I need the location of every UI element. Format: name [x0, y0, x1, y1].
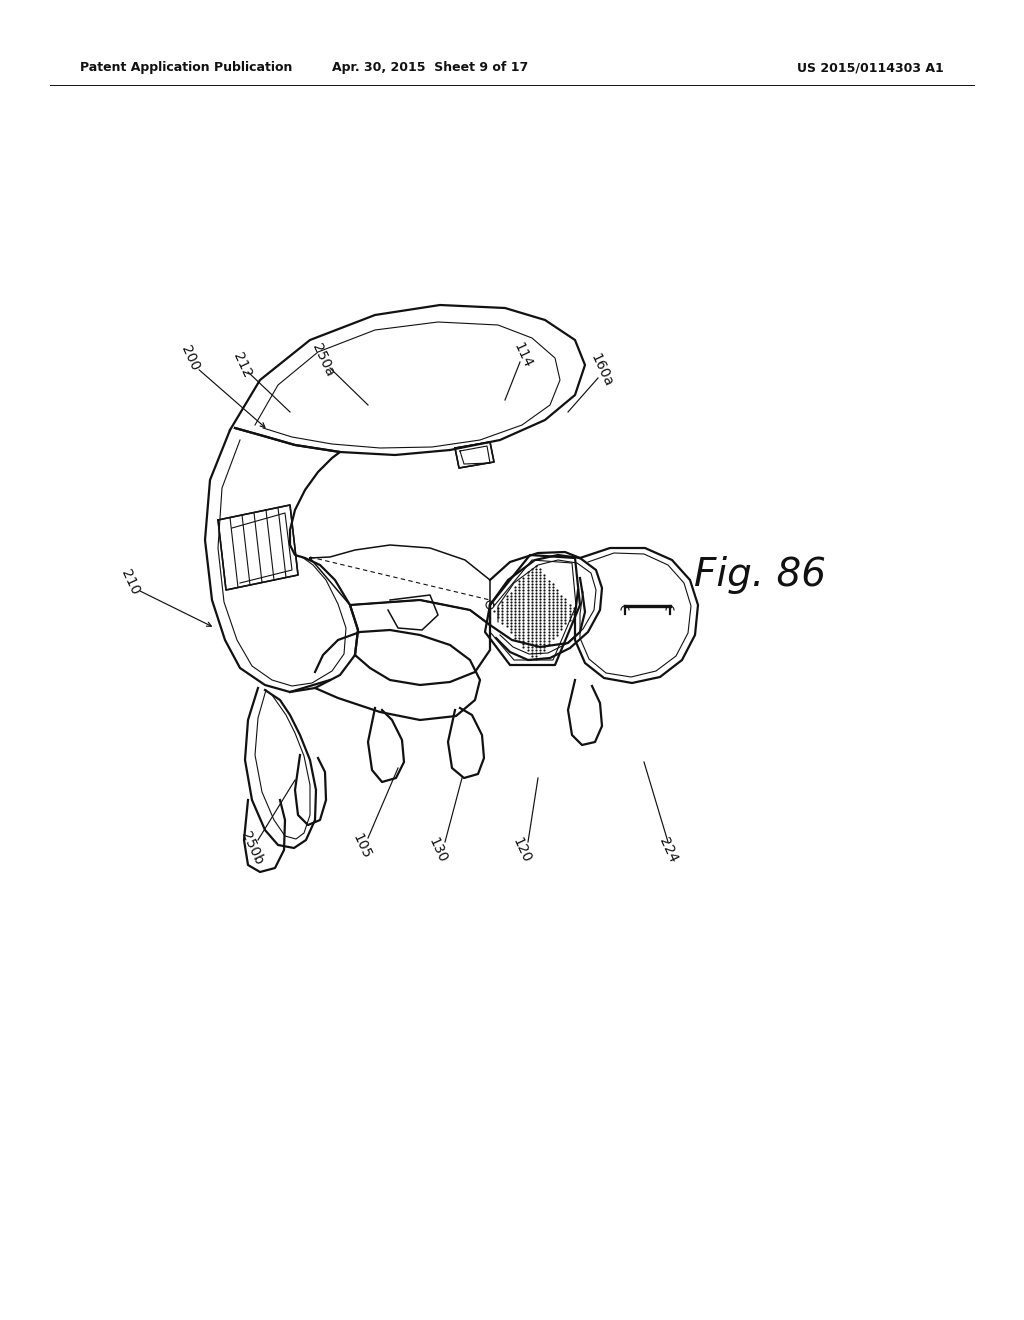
- Text: 210: 210: [118, 568, 142, 597]
- Text: 250b: 250b: [239, 829, 266, 867]
- Text: Apr. 30, 2015  Sheet 9 of 17: Apr. 30, 2015 Sheet 9 of 17: [332, 62, 528, 74]
- Text: 250a: 250a: [309, 342, 337, 379]
- Text: US 2015/0114303 A1: US 2015/0114303 A1: [797, 62, 943, 74]
- Text: 114: 114: [511, 341, 535, 370]
- Text: 212: 212: [230, 350, 254, 380]
- Text: 200: 200: [178, 343, 202, 372]
- Text: 160a: 160a: [587, 351, 614, 389]
- Text: Patent Application Publication: Patent Application Publication: [80, 62, 293, 74]
- Text: 105: 105: [350, 832, 374, 861]
- Text: 224: 224: [656, 836, 680, 865]
- Text: Fig. 86: Fig. 86: [694, 556, 826, 594]
- Text: 130: 130: [426, 836, 450, 865]
- Text: 120: 120: [510, 836, 534, 865]
